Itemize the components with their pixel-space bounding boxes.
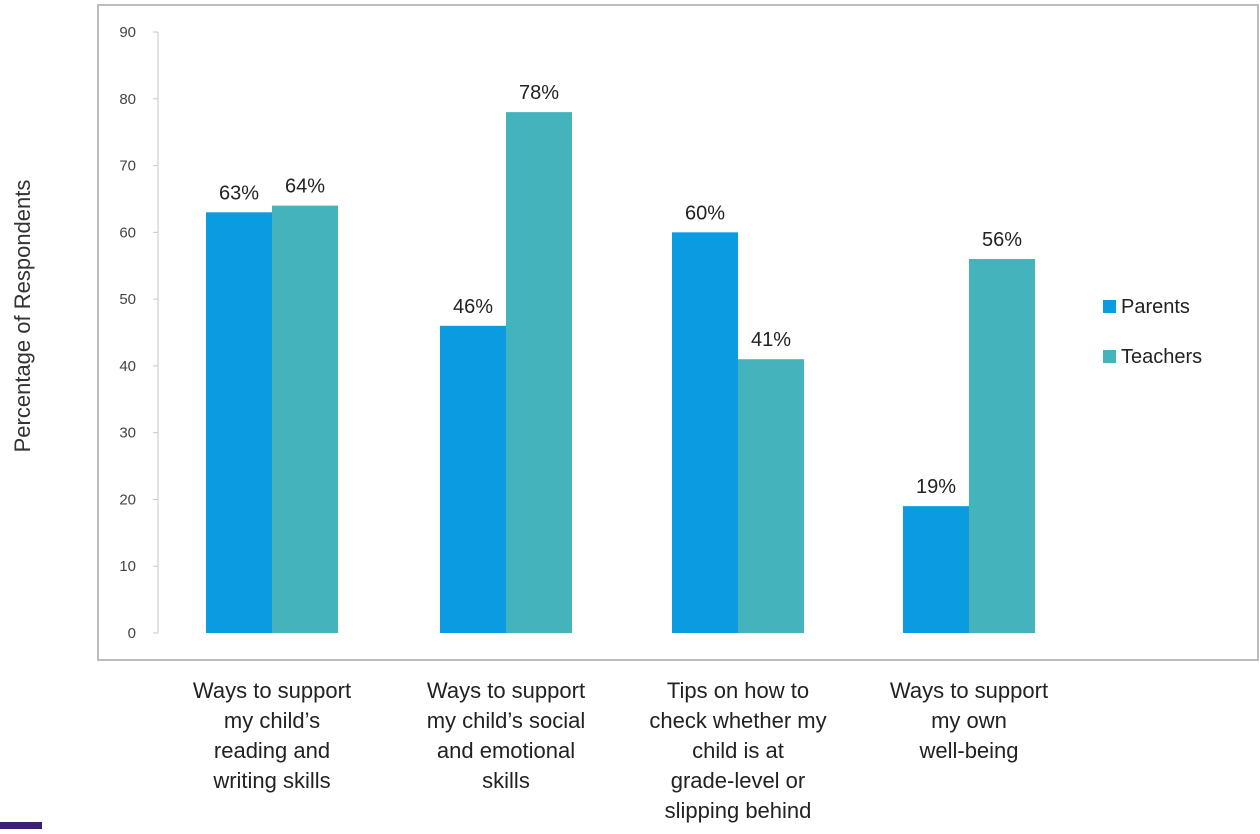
bar-value-label: 41% bbox=[751, 329, 791, 351]
x-category-label-line: skills bbox=[482, 768, 530, 793]
bar-teachers-4 bbox=[969, 259, 1035, 633]
x-category-label-line: writing skills bbox=[212, 768, 330, 793]
y-tick-label: 10 bbox=[119, 558, 136, 575]
bar-value-label: 60% bbox=[685, 202, 725, 224]
x-category-label-line: well-being bbox=[918, 738, 1018, 763]
brand-corner-mark bbox=[0, 822, 42, 829]
bar-value-label: 63% bbox=[219, 182, 259, 204]
legend: Parents Teachers bbox=[1103, 296, 1202, 368]
y-axis-title: Percentage of Respondents bbox=[10, 180, 35, 453]
bar-value-label: 64% bbox=[285, 176, 325, 198]
bar-value-labels: 63% 64% 46% 78% 60% 41% 19% 56% bbox=[219, 82, 1022, 498]
bar-value-label: 56% bbox=[982, 229, 1022, 251]
x-category-label-line: slipping behind bbox=[665, 798, 812, 823]
legend-swatch-parents bbox=[1103, 300, 1116, 313]
y-tick-label: 80 bbox=[119, 91, 136, 108]
y-tick-label: 20 bbox=[119, 491, 136, 508]
bar-value-label: 78% bbox=[519, 82, 559, 104]
x-category-label: Ways to support my child’s reading and writ… bbox=[193, 678, 351, 793]
x-category-label-line: and emotional bbox=[437, 738, 575, 763]
y-tick-label: 30 bbox=[119, 425, 136, 442]
y-axis: 0 10 20 30 40 50 60 70 80 90 bbox=[119, 24, 159, 642]
legend-label-teachers: Teachers bbox=[1121, 346, 1202, 368]
x-category-label-line: check whether my bbox=[649, 708, 826, 733]
y-tick-label: 90 bbox=[119, 24, 136, 41]
bar-parents-3 bbox=[672, 232, 738, 634]
bar-value-label: 46% bbox=[453, 296, 493, 318]
bar-teachers-1 bbox=[272, 205, 338, 633]
y-tick-label: 50 bbox=[119, 291, 136, 308]
x-category-label-line: Ways to support bbox=[193, 678, 351, 703]
plot-frame bbox=[97, 4, 1259, 661]
legend-label-parents: Parents bbox=[1121, 296, 1190, 318]
x-category-label-line: my own bbox=[931, 708, 1007, 733]
x-category-label: Ways to support my own well-being bbox=[890, 678, 1048, 763]
bar-parents-2 bbox=[440, 325, 506, 633]
bar-parents-1 bbox=[206, 212, 272, 634]
x-category-label-line: Ways to support bbox=[427, 678, 585, 703]
x-category-label-line: Tips on how to bbox=[667, 678, 809, 703]
x-category-label: Ways to support my child’s social and emot… bbox=[427, 678, 586, 793]
bar-teachers-2 bbox=[506, 112, 572, 634]
x-category-label-line: my child’s bbox=[224, 708, 320, 733]
x-category-label-line: reading and bbox=[214, 738, 330, 763]
x-axis-labels: Ways to support my child’s reading and writ… bbox=[193, 678, 1048, 823]
legend-swatch-teachers bbox=[1103, 350, 1116, 363]
y-tick-label: 40 bbox=[119, 358, 136, 375]
y-tick-label: 0 bbox=[128, 625, 136, 642]
x-category-label: Tips on how to check whether my child is a… bbox=[649, 678, 826, 823]
y-tick-label: 70 bbox=[119, 158, 136, 175]
x-category-label-line: grade-level or bbox=[671, 768, 806, 793]
bar-value-label: 19% bbox=[916, 476, 956, 498]
y-tick-label: 60 bbox=[119, 224, 136, 241]
x-category-label-line: my child’s social bbox=[427, 708, 586, 733]
bar-teachers-3 bbox=[738, 359, 804, 633]
bars bbox=[206, 112, 1035, 634]
x-category-label-line: Ways to support bbox=[890, 678, 1048, 703]
x-category-label-line: child is at bbox=[692, 738, 784, 763]
bar-parents-4 bbox=[903, 506, 969, 633]
